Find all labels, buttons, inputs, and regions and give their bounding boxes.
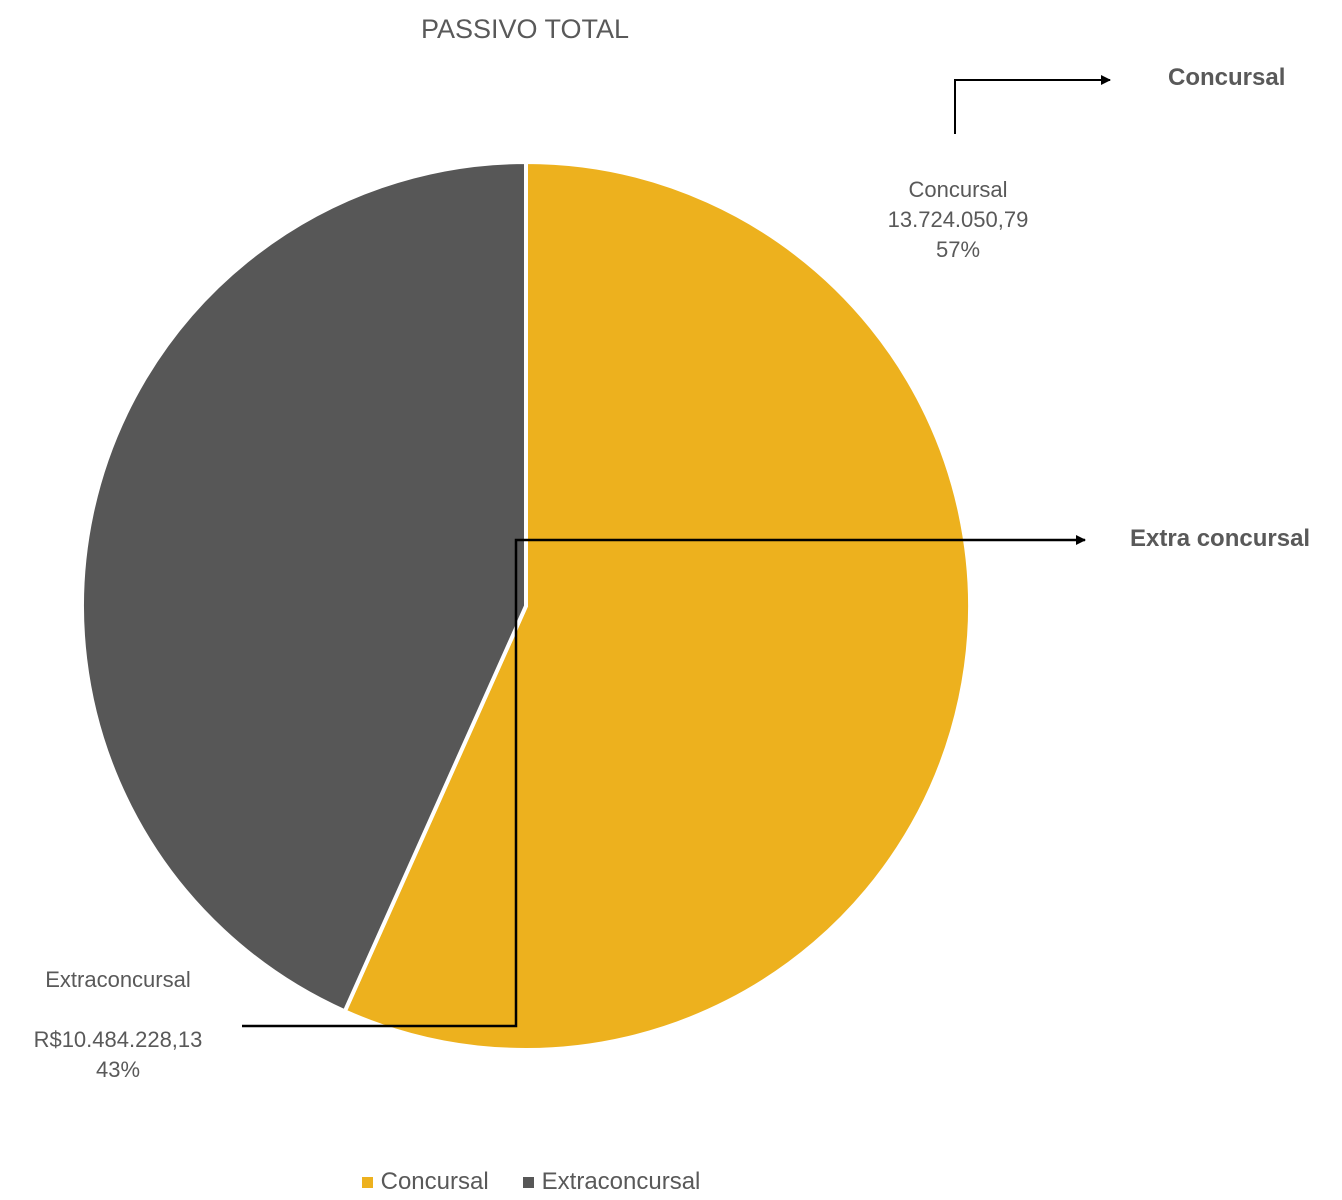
- legend-item-extraconcursal: Extraconcursal: [522, 1168, 701, 1196]
- data-label-concursal: Concursal 13.724.050,79 57%: [858, 175, 1058, 265]
- legend-label-extraconcursal: Extraconcursal: [541, 1168, 701, 1195]
- legend-swatch-concursal: [361, 1176, 373, 1188]
- pie-slices: [80, 159, 972, 1052]
- chart-title: PASSIVO TOTAL: [420, 14, 630, 44]
- data-label-concursal-value: 13.724.050,79: [887, 207, 1029, 232]
- data-label-extraconcursal: Extraconcursal R$10.484.228,13 43%: [8, 965, 228, 1085]
- extra-concursal-arrow: [242, 535, 1086, 1028]
- data-label-concursal-percent: 57%: [935, 237, 981, 262]
- legend-item-concursal: Concursal: [361, 1168, 489, 1196]
- data-label-extraconcursal-percent: 43%: [95, 1057, 141, 1082]
- legend-swatch-extraconcursal: [522, 1176, 534, 1188]
- callout-concursal: Concursal: [1168, 64, 1286, 91]
- pie-slice-concursal: [342, 159, 972, 1052]
- data-label-extraconcursal-category: Extraconcursal: [45, 967, 191, 992]
- pie-slice-extraconcursal: [80, 159, 528, 1014]
- concursal-arrow: [954, 75, 1111, 134]
- chart-legend: Concursal Extraconcursal: [0, 1168, 1062, 1196]
- connector-lines: [242, 75, 1111, 1028]
- callout-extra-concursal: Extra concursal: [1130, 525, 1311, 552]
- legend-label-concursal: Concursal: [380, 1168, 489, 1195]
- data-label-concursal-category: Concursal: [908, 177, 1008, 202]
- data-label-extraconcursal-value: R$10.484.228,13: [33, 1027, 203, 1052]
